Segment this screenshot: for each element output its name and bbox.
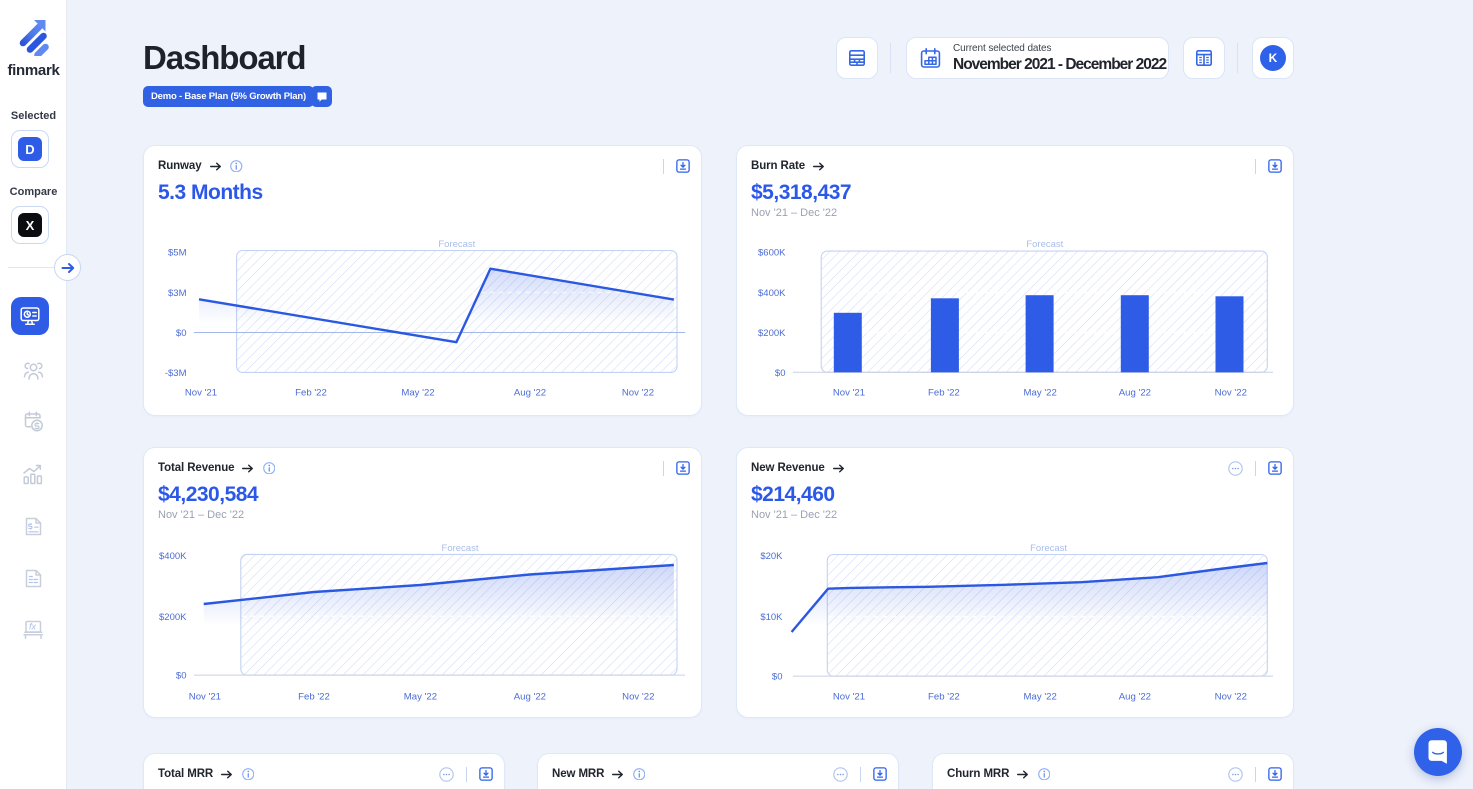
svg-text:$20K: $20K bbox=[760, 551, 783, 562]
svg-text:Nov '21: Nov '21 bbox=[833, 388, 865, 399]
svg-text:$200K: $200K bbox=[758, 328, 786, 339]
svg-text:$200K: $200K bbox=[159, 612, 187, 623]
svg-text:fx: fx bbox=[29, 622, 37, 632]
svg-text:$400K: $400K bbox=[758, 288, 786, 299]
svg-text:Aug '22: Aug '22 bbox=[1119, 692, 1151, 703]
svg-text:Nov '21: Nov '21 bbox=[833, 692, 865, 703]
svg-text:May '22: May '22 bbox=[401, 388, 434, 399]
svg-text:$3M: $3M bbox=[168, 288, 187, 299]
svg-text:Nov '22: Nov '22 bbox=[1215, 692, 1247, 703]
svg-text:Feb '22: Feb '22 bbox=[295, 388, 327, 399]
svg-text:$0: $0 bbox=[772, 672, 783, 683]
svg-text:$10K: $10K bbox=[760, 612, 783, 623]
svg-text:$0: $0 bbox=[775, 368, 786, 379]
svg-text:Nov '22: Nov '22 bbox=[622, 692, 654, 703]
svg-text:$0: $0 bbox=[176, 671, 187, 682]
svg-text:May '22: May '22 bbox=[1024, 388, 1057, 399]
svg-text:Aug '22: Aug '22 bbox=[514, 388, 546, 399]
svg-text:Nov '22: Nov '22 bbox=[1215, 388, 1247, 399]
svg-text:Forecast: Forecast bbox=[442, 543, 479, 554]
svg-text:Forecast: Forecast bbox=[438, 239, 475, 250]
svg-text:Nov '21: Nov '21 bbox=[185, 388, 217, 399]
svg-text:Nov '21: Nov '21 bbox=[189, 692, 221, 703]
svg-text:Feb '22: Feb '22 bbox=[298, 692, 330, 703]
svg-text:Forecast: Forecast bbox=[1026, 239, 1063, 250]
svg-text:-$3M: -$3M bbox=[165, 368, 187, 379]
svg-text:Forecast: Forecast bbox=[1030, 543, 1067, 554]
svg-text:May '22: May '22 bbox=[404, 692, 437, 703]
svg-text:Aug '22: Aug '22 bbox=[1119, 388, 1151, 399]
svg-text:Feb '22: Feb '22 bbox=[928, 692, 960, 703]
svg-text:$600K: $600K bbox=[758, 248, 786, 259]
svg-text:$0: $0 bbox=[176, 328, 187, 339]
svg-text:$400K: $400K bbox=[159, 551, 187, 562]
svg-text:May '22: May '22 bbox=[1024, 692, 1057, 703]
svg-text:Nov '22: Nov '22 bbox=[622, 388, 654, 399]
svg-text:Feb '22: Feb '22 bbox=[928, 388, 960, 399]
svg-text:Aug '22: Aug '22 bbox=[514, 692, 546, 703]
svg-text:$5M: $5M bbox=[168, 248, 187, 259]
